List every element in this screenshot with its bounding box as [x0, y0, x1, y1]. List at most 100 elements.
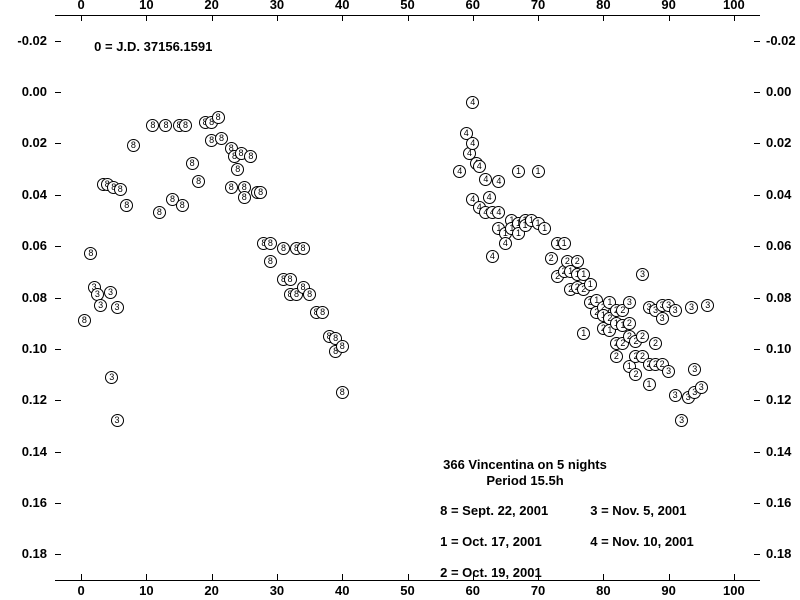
ytick-left: 0.02 [2, 135, 47, 150]
xtick-bottom: 10 [134, 583, 158, 598]
xtick-top: 30 [265, 0, 289, 12]
ytick-right: 0.08 [766, 290, 791, 305]
data-point: 1 [532, 165, 545, 178]
ytick-left: 0.16 [2, 495, 47, 510]
xtick-bottom: 80 [591, 583, 615, 598]
data-point: 4 [479, 173, 492, 186]
data-point: 4 [466, 137, 479, 150]
ytick-right: 0.10 [766, 341, 791, 356]
xtick-top: 20 [200, 0, 224, 12]
data-point: 3 [636, 268, 649, 281]
data-point: 8 [284, 273, 297, 286]
ytick-left: 0.00 [2, 84, 47, 99]
xtick-top: 70 [526, 0, 550, 12]
data-point: 8 [297, 242, 310, 255]
xtick-top: 40 [330, 0, 354, 12]
data-point: 2 [571, 255, 584, 268]
epoch-note: 0 = J.D. 37156.1591 [94, 39, 212, 54]
data-point: 8 [212, 111, 225, 124]
data-point: 8 [186, 157, 199, 170]
data-point: 8 [336, 386, 349, 399]
legend-row-right: 4 = Nov. 10, 2001 [590, 534, 693, 549]
data-point: 2 [629, 368, 642, 381]
ytick-left: 0.14 [2, 444, 47, 459]
data-point: 8 [127, 139, 140, 152]
data-point: 3 [662, 365, 675, 378]
data-point: 8 [336, 340, 349, 353]
x-axis-bottom [55, 580, 760, 581]
data-point: 4 [466, 96, 479, 109]
ytick-left: 0.06 [2, 238, 47, 253]
xtick-bottom: 90 [657, 583, 681, 598]
data-point: 2 [623, 317, 636, 330]
data-point: 3 [623, 296, 636, 309]
ytick-left: 0.08 [2, 290, 47, 305]
xtick-top: 50 [396, 0, 420, 12]
data-point: 8 [114, 183, 127, 196]
data-point: 2 [610, 350, 623, 363]
data-point: 2 [636, 330, 649, 343]
data-point: 8 [316, 306, 329, 319]
xtick-bottom: 30 [265, 583, 289, 598]
ytick-left: 0.04 [2, 187, 47, 202]
xtick-top: 100 [722, 0, 746, 12]
ytick-left: 0.18 [2, 546, 47, 561]
legend-row-left: 1 = Oct. 17, 2001 [440, 534, 542, 549]
ytick-right: 0.06 [766, 238, 791, 253]
ytick-right: 0.18 [766, 546, 791, 561]
data-point: 3 [695, 381, 708, 394]
ytick-right: 0.02 [766, 135, 791, 150]
ytick-right: 0.14 [766, 444, 791, 459]
data-point: 8 [238, 191, 251, 204]
lightcurve-chart: 0010102020303040405050606070708080909010… [0, 0, 800, 600]
xtick-top: 80 [591, 0, 615, 12]
data-point: 8 [120, 199, 133, 212]
xtick-bottom: 70 [526, 583, 550, 598]
data-point: 3 [111, 414, 124, 427]
data-point: 1 [584, 278, 597, 291]
ytick-right: 0.04 [766, 187, 791, 202]
data-point: 3 [669, 304, 682, 317]
ytick-left: 0.10 [2, 341, 47, 356]
data-point: 3 [688, 363, 701, 376]
data-point: 8 [225, 181, 238, 194]
legend-title1: 366 Vincentina on 5 nights [425, 457, 625, 472]
data-point: 3 [669, 389, 682, 402]
xtick-bottom: 60 [461, 583, 485, 598]
data-point: 1 [512, 165, 525, 178]
xtick-bottom: 100 [722, 583, 746, 598]
ytick-right: -0.02 [766, 33, 796, 48]
ytick-right: 0.16 [766, 495, 791, 510]
data-point: 8 [159, 119, 172, 132]
xtick-top: 10 [134, 0, 158, 12]
data-point: 8 [264, 237, 277, 250]
data-point: 4 [499, 237, 512, 250]
data-point: 8 [277, 242, 290, 255]
xtick-bottom: 0 [69, 583, 93, 598]
ytick-left: -0.02 [2, 33, 47, 48]
data-point: 8 [254, 186, 267, 199]
data-point: 8 [231, 163, 244, 176]
data-point: 8 [303, 288, 316, 301]
data-point: 1 [643, 378, 656, 391]
ytick-left: 0.12 [2, 392, 47, 407]
legend-row-left: 2 = Oct. 19, 2001 [440, 565, 542, 580]
data-point: 8 [146, 119, 159, 132]
ytick-right: 0.12 [766, 392, 791, 407]
data-point: 2 [649, 337, 662, 350]
data-point: 8 [264, 255, 277, 268]
data-point: 3 [105, 371, 118, 384]
data-point: 3 [94, 299, 107, 312]
data-point: 8 [78, 314, 91, 327]
xtick-bottom: 20 [200, 583, 224, 598]
data-point: 4 [453, 165, 466, 178]
data-point: 8 [84, 247, 97, 260]
data-point: 1 [538, 222, 551, 235]
data-point: 3 [104, 286, 117, 299]
xtick-bottom: 40 [330, 583, 354, 598]
data-point: 4 [473, 160, 486, 173]
data-point: 8 [179, 119, 192, 132]
xtick-top: 60 [461, 0, 485, 12]
xtick-bottom: 50 [396, 583, 420, 598]
data-point: 3 [685, 301, 698, 314]
